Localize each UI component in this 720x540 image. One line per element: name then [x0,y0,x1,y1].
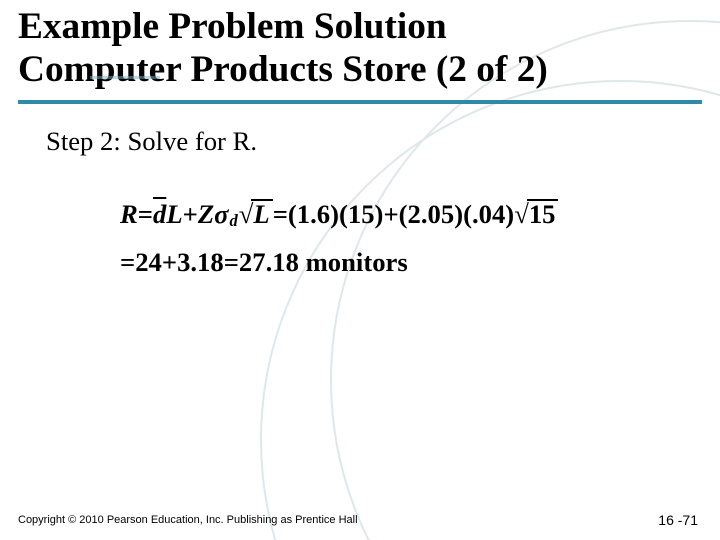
val-term1: 24 [135,247,162,278]
step-text: Step 2: Solve for R. [46,126,257,157]
val-L: 15 [348,199,375,230]
sym-plus-1: + [183,199,198,230]
slide: Example Problem Solution Computer Produc… [0,0,720,540]
paren-c-1: ) [330,199,339,230]
sym-sigma: σ [214,199,228,230]
background-swoosh-1 [260,80,720,540]
title-underline-accent [90,76,160,79]
formula-row-1: R = d L + Z σ d √ L = ( 1.6 ) ( 15 ) + (… [120,198,558,230]
paren-o-3: ( [399,199,408,230]
val-units: monitors [306,247,408,278]
sym-L-1: L [166,199,182,230]
title-line-1: Example Problem Solution [18,6,702,49]
sym-plus-3: + [162,247,177,278]
sym-eq-2: = [273,199,288,230]
paren-o-2: ( [339,199,348,230]
sqrt-L: √ L [239,199,273,230]
val-dbar: 1.6 [297,199,330,230]
sqrt-15: √ 15 [514,199,558,230]
sym-eq-3: = [120,247,135,278]
paren-o-4: ( [463,199,472,230]
paren-c-4: ) [505,199,514,230]
paren-c-3: ) [454,199,463,230]
val-Z: 2.05 [408,199,455,230]
formula-block: R = d L + Z σ d √ L = ( 1.6 ) ( 15 ) + (… [120,198,558,278]
radicand-L: L [251,199,272,228]
title-underline [18,100,702,104]
val-result: 27.18 [239,247,299,278]
title-line-2: Computer Products Store (2 of 2) [18,49,702,92]
val-term2: 3.18 [177,247,224,278]
copyright-text: Copyright © 2010 Pearson Education, Inc.… [18,514,418,528]
sym-R: R [120,199,138,230]
paren-c-2: ) [375,199,384,230]
paren-o-1: ( [288,199,297,230]
val-sigma: .04 [472,199,505,230]
title-block: Example Problem Solution Computer Produc… [18,6,702,104]
sym-eq-1: = [138,199,153,230]
sym-dbar: d [153,199,166,230]
sym-plus-2: + [383,199,398,230]
sym-eq-4: = [224,247,239,278]
page-number: 16 -71 [658,512,698,528]
sym-sigma-sub: d [229,211,237,231]
formula-row-2: = 24 + 3.18 = 27.18 monitors [120,246,558,278]
radicand-15: 15 [527,199,559,228]
sym-Z: Z [198,199,214,230]
